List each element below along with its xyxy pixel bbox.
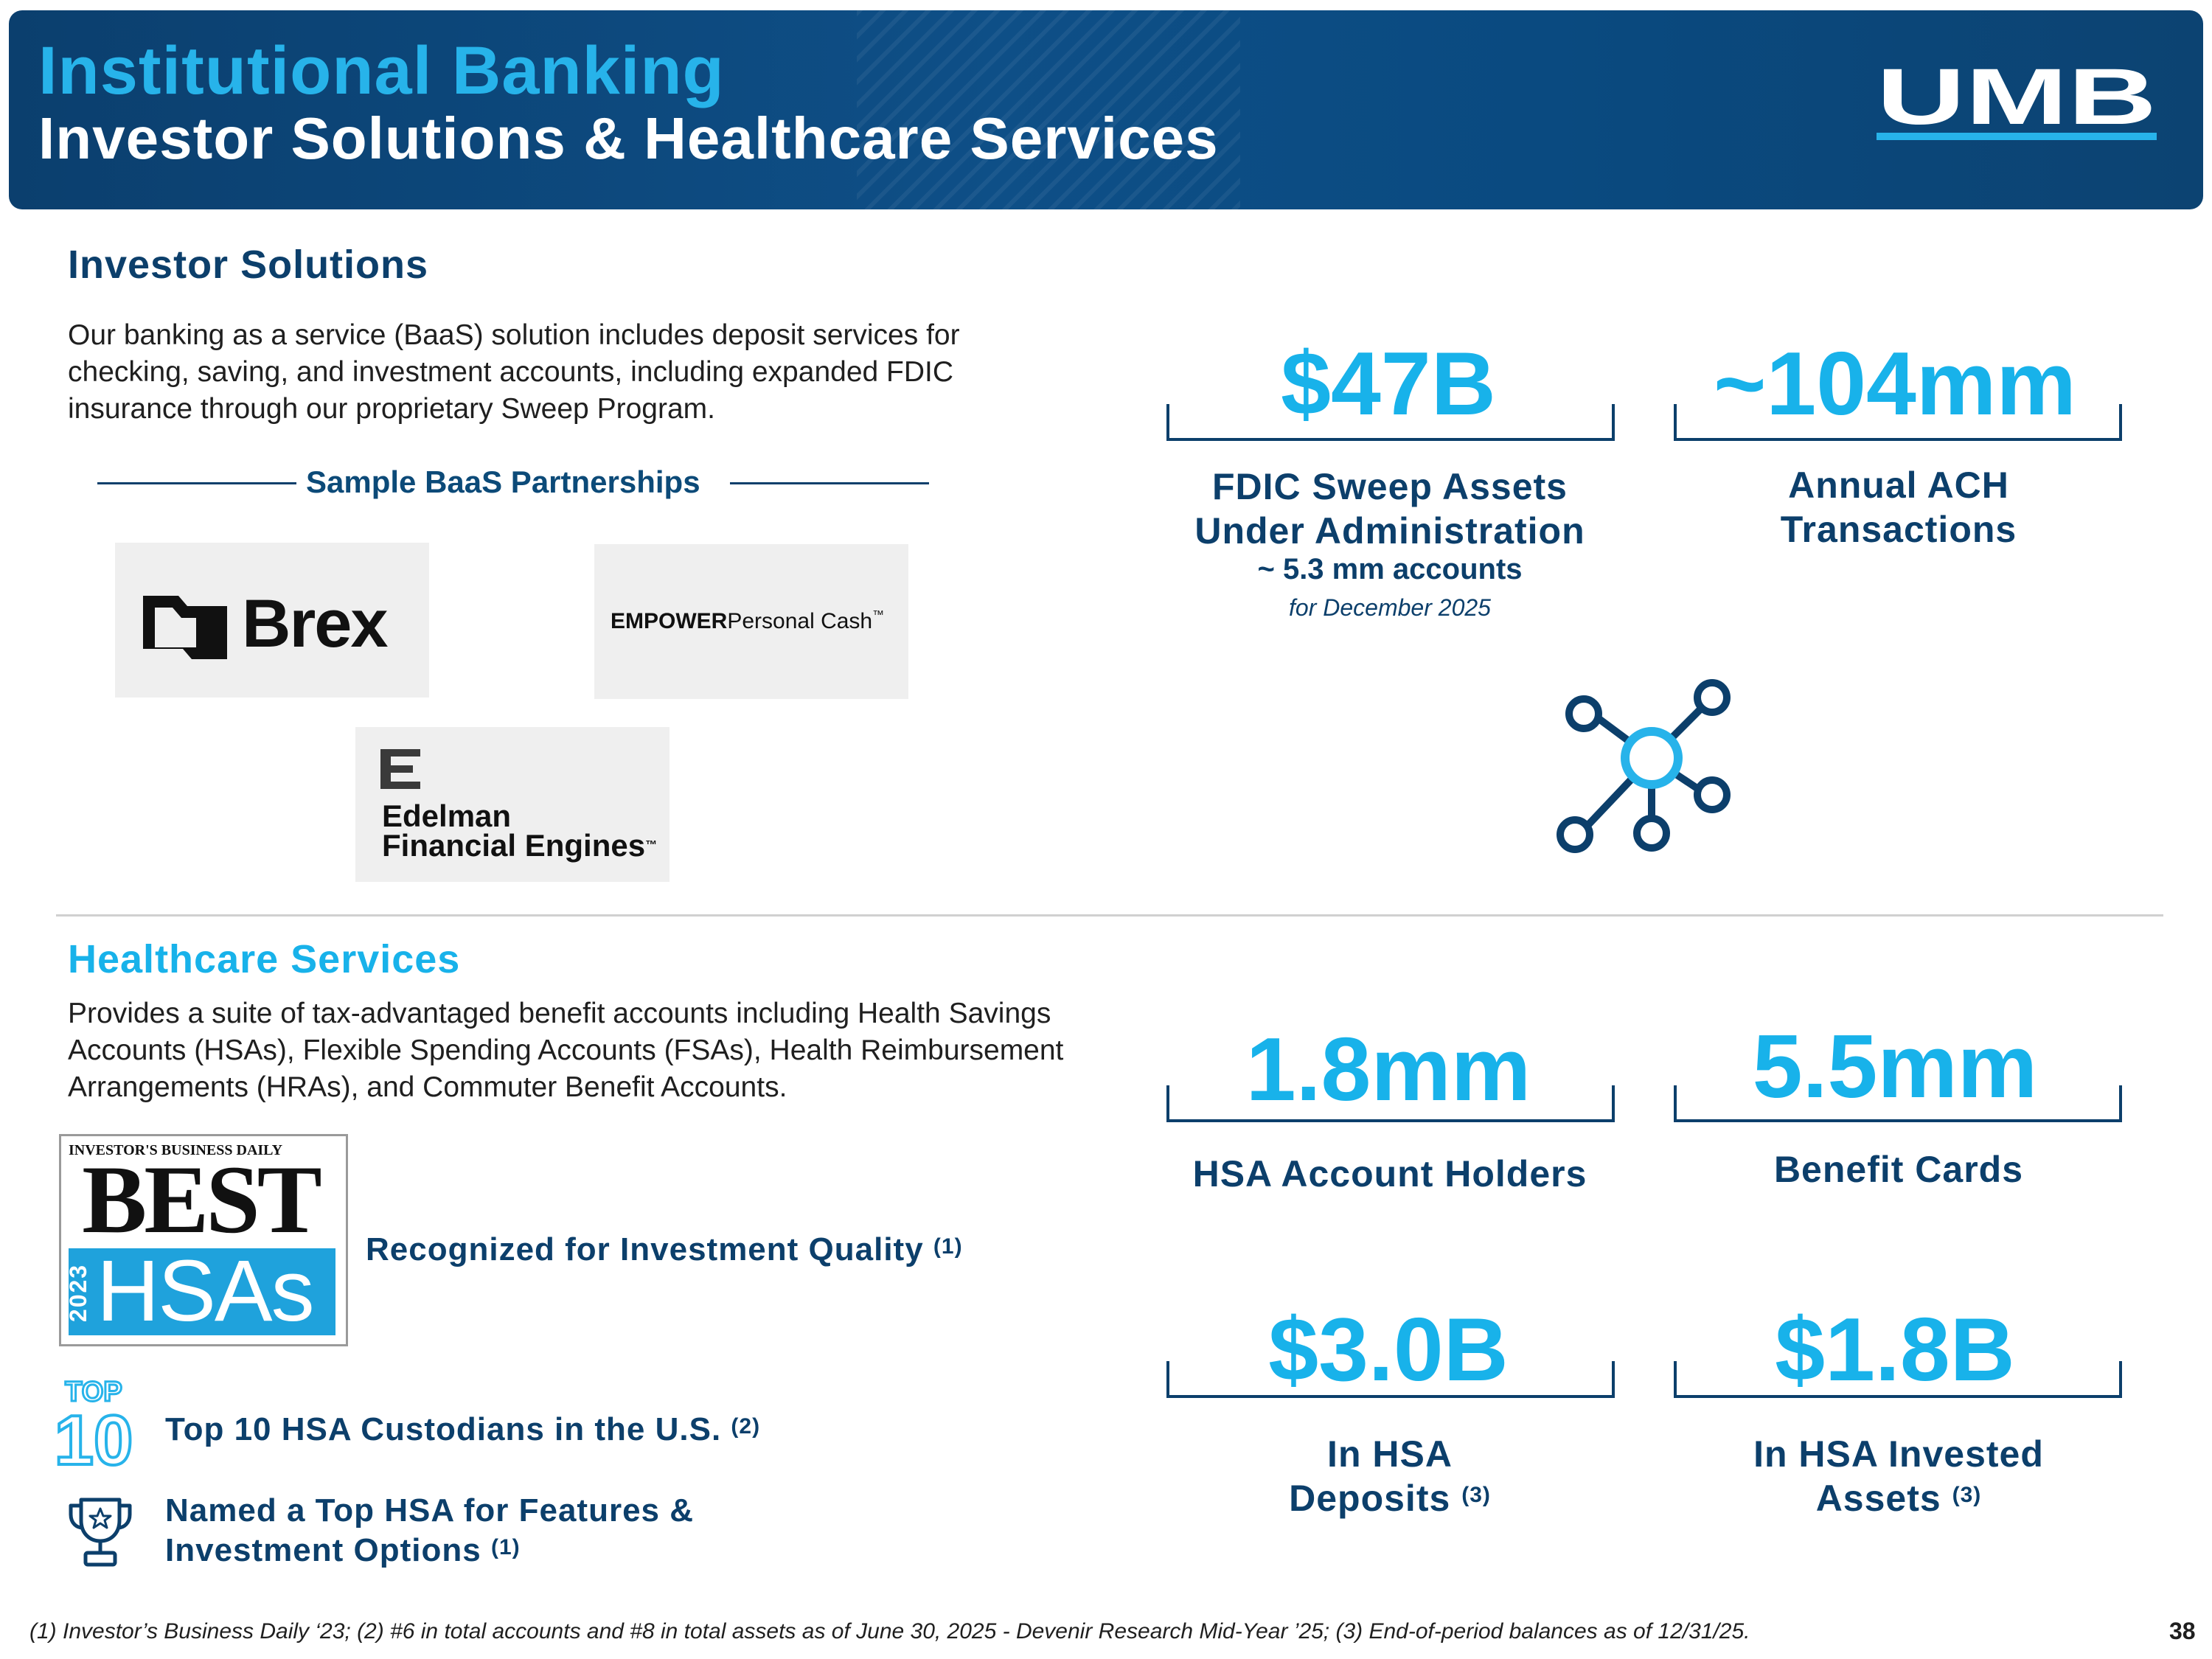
stat-hsa-invested-label-2: Assets (3) — [1615, 1476, 2183, 1520]
empower-wordmark: EMPOWERPersonal Cash™ — [611, 609, 884, 634]
footnote: (1) Investor’s Business Daily ‘23; (2) #… — [29, 1619, 1750, 1644]
named-top-hsa-line1: Named a Top HSA for Features & — [165, 1492, 695, 1528]
deposits-footnote: (3) — [1461, 1483, 1491, 1507]
recognized-label: Recognized for Investment Quality — [366, 1231, 924, 1267]
badge-best: BEST — [82, 1145, 322, 1253]
network-hub-icon — [1557, 679, 1731, 853]
investor-solutions-title: Investor Solutions — [68, 243, 429, 287]
umb-logo: UMB — [1877, 66, 2157, 141]
umb-logo-text: UMB — [1877, 66, 2157, 141]
stat-hsa-deposits-value: $3.0B — [1268, 1299, 1509, 1399]
brex-wordmark: Brex — [242, 586, 389, 661]
stat-hsa-invested-label-1: In HSA Invested — [1753, 1433, 2044, 1475]
stat-bracket — [1674, 1361, 2122, 1398]
stat-bracket — [1166, 1361, 1615, 1398]
stat-bracket — [1166, 1085, 1615, 1122]
stat-sweep-assets-value: $47B — [1281, 333, 1496, 434]
top-10-label: Top 10 HSA Custodians in the U.S. — [165, 1411, 722, 1447]
named-top-hsa-line2: Investment Options (1) — [165, 1531, 521, 1571]
partnerships-rule-right — [730, 482, 929, 484]
recognized-footnote: (1) — [933, 1234, 963, 1259]
edelman-mark-icon — [380, 749, 420, 789]
best-hsas-badge: INVESTOR'S BUSINESS DAILY BEST 2023 HSAs — [59, 1134, 348, 1346]
healthcare-services-description: Provides a suite of tax-advantaged benef… — [68, 998, 1064, 1103]
stat-hsa-deposits-label-2: Deposits (3) — [1106, 1476, 1674, 1520]
header-banner — [9, 10, 2203, 209]
stat-sweep-accounts: ~ 5.3 mm accounts — [1257, 553, 1523, 585]
named-line2-label: Investment Options — [165, 1532, 481, 1568]
stat-sweep-assets-label-2: Under Administration — [1194, 510, 1585, 552]
page-title: Institutional Banking — [38, 33, 725, 108]
brex-logo: Brex — [115, 543, 429, 698]
investor-solutions-description: Our banking as a service (BaaS) solution… — [68, 319, 960, 425]
edelman-line1: Edelman — [382, 799, 512, 833]
partnerships-rule-left — [97, 482, 296, 484]
recognized-text: Recognized for Investment Quality (1) — [366, 1230, 963, 1270]
badge-publisher: INVESTOR'S BUSINESS DAILY — [69, 1142, 283, 1158]
stat-benefit-cards-label: Benefit Cards — [1773, 1149, 2024, 1190]
badge-hsas: HSAs — [97, 1242, 315, 1340]
invested-label: Assets — [1815, 1478, 1941, 1519]
invested-footnote: (3) — [1952, 1483, 1982, 1507]
stat-sweep-assets-label-1: FDIC Sweep Assets — [1212, 466, 1568, 507]
trophy-icon — [69, 1498, 132, 1567]
empower-tm: ™ — [872, 609, 885, 622]
edelman-line2: Financial Engines™ — [382, 830, 657, 861]
brex-mark-icon — [143, 596, 227, 659]
stat-bracket — [1166, 404, 1615, 441]
stat-ach-label-2: Transactions — [1780, 509, 2017, 550]
stat-ach-label-1: Annual ACH — [1788, 465, 2009, 506]
edelman-tm: ™ — [645, 839, 658, 852]
page-number: 38 — [2169, 1618, 2196, 1644]
partnerships-label: Sample BaaS Partnerships — [306, 465, 700, 499]
section-divider — [56, 914, 2163, 917]
stat-bracket — [1674, 404, 2122, 441]
top-10-icon-top: TOP — [65, 1377, 122, 1408]
stat-hsa-deposits-label-1: In HSA — [1327, 1433, 1453, 1475]
top-10-text: Top 10 HSA Custodians in the U.S. (2) — [165, 1410, 760, 1450]
stat-sweep-note: for December 2025 — [1289, 594, 1491, 621]
top-10-icon: TOP 10 — [53, 1376, 135, 1469]
stat-hsa-invested-value: $1.8B — [1775, 1299, 2015, 1399]
healthcare-services-title: Healthcare Services — [68, 937, 461, 981]
stat-bracket — [1674, 1085, 2122, 1122]
top-10-icon-num: 10 — [55, 1401, 133, 1469]
empower-rest: Personal Cash — [727, 609, 873, 633]
stat-hsa-holders-value: 1.8mm — [1245, 1019, 1531, 1119]
page-subtitle: Investor Solutions & Healthcare Services — [38, 105, 1219, 171]
top-10-footnote: (2) — [731, 1414, 761, 1439]
edelman-logo: Edelman Financial Engines™ — [355, 727, 669, 882]
badge-hsas-panel: 2023 HSAs — [65, 1242, 335, 1340]
badge-year: 2023 — [65, 1263, 92, 1323]
empower-bold: EMPOWER — [611, 609, 728, 633]
stat-hsa-holders-label: HSA Account Holders — [1192, 1153, 1587, 1194]
stat-benefit-cards-value: 5.5mm — [1752, 1016, 2038, 1116]
deposits-label: Deposits — [1289, 1478, 1451, 1519]
empower-logo: EMPOWERPersonal Cash™ — [594, 544, 908, 699]
stat-ach-value: ~104mm — [1714, 333, 2076, 434]
edelman-line2-text: Financial Engines — [382, 828, 646, 863]
named-footnote: (1) — [490, 1535, 521, 1559]
header-pattern — [857, 10, 1240, 209]
